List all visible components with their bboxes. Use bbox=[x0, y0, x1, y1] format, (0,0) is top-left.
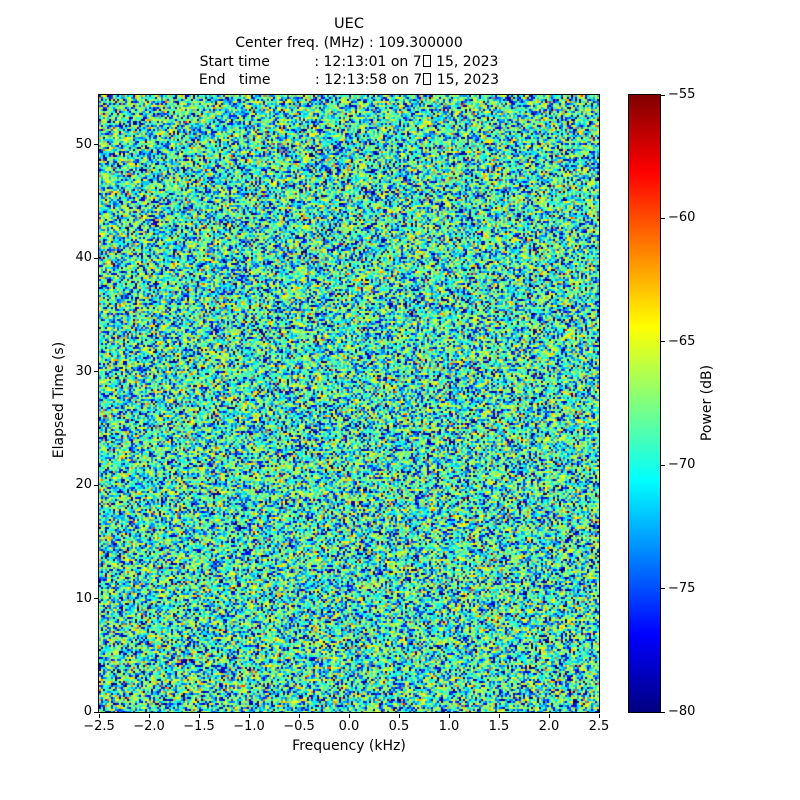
y-tick-mark bbox=[94, 711, 98, 713]
y-tick-label: 40 bbox=[75, 250, 92, 266]
x-tick-label: 2.0 bbox=[538, 719, 560, 734]
x-tick-label: −2.5 bbox=[83, 719, 115, 734]
y-tick-label: 30 bbox=[75, 363, 92, 379]
x-tick-mark bbox=[548, 714, 550, 718]
chart-header: UEC Center freq. (MHz) : 109.300000 Star… bbox=[99, 14, 599, 90]
colorbar-tick-label: −65 bbox=[668, 333, 696, 349]
x-tick-mark bbox=[598, 714, 600, 718]
x-tick-label: 1.5 bbox=[488, 719, 510, 734]
x-tick-label: 1.0 bbox=[438, 719, 460, 734]
y-tick-mark bbox=[94, 598, 98, 600]
y-tick-mark bbox=[94, 371, 98, 373]
y-tick-label: 20 bbox=[75, 477, 92, 493]
y-tick-label: 10 bbox=[75, 590, 92, 606]
colorbar bbox=[628, 94, 661, 713]
x-tick-label: 2.5 bbox=[588, 719, 610, 734]
start-time-line: Start time : 12:13:01 on 7 15, 2023 bbox=[199, 53, 499, 70]
colorbar-label: Power (dB) bbox=[699, 364, 715, 442]
y-tick-mark bbox=[94, 257, 98, 259]
x-tick-label: −1.5 bbox=[183, 719, 215, 734]
colorbar-tick-label: −60 bbox=[668, 210, 696, 226]
y-tick-label: 0 bbox=[83, 704, 92, 719]
x-tick-label: −1.0 bbox=[233, 719, 265, 734]
x-tick-mark bbox=[248, 714, 250, 718]
x-tick-label: 0.0 bbox=[338, 719, 360, 734]
x-axis-label: Frequency (kHz) bbox=[292, 738, 406, 754]
y-tick-label: 50 bbox=[75, 136, 92, 152]
chart-title: UEC bbox=[334, 16, 364, 32]
x-tick-mark bbox=[198, 714, 200, 718]
missing-glyph-box bbox=[422, 54, 431, 67]
x-tick-mark bbox=[398, 714, 400, 718]
x-tick-label: −0.5 bbox=[283, 719, 315, 734]
colorbar-tick-mark bbox=[661, 711, 665, 713]
colorbar-tick-label: −55 bbox=[668, 87, 696, 102]
y-tick-mark bbox=[94, 144, 98, 146]
y-tick-mark bbox=[94, 484, 98, 486]
center-freq-line: Center freq. (MHz) : 109.300000 bbox=[235, 35, 463, 51]
colorbar-tick-mark bbox=[661, 94, 665, 96]
x-tick-mark bbox=[98, 714, 100, 718]
x-tick-mark bbox=[348, 714, 350, 718]
end-time-line: End time : 12:13:58 on 7 15, 2023 bbox=[198, 72, 500, 88]
colorbar-tick-mark bbox=[661, 588, 665, 590]
x-tick-mark bbox=[148, 714, 150, 718]
x-tick-mark bbox=[448, 714, 450, 718]
colorbar-tick-label: −70 bbox=[668, 457, 696, 473]
colorbar-tick-mark bbox=[661, 217, 665, 219]
colorbar-tick-label: −75 bbox=[668, 580, 696, 596]
missing-glyph-box bbox=[423, 73, 432, 85]
x-tick-label: −2.0 bbox=[133, 719, 165, 734]
x-tick-label: 0.5 bbox=[388, 719, 410, 734]
colorbar-tick-label: −80 bbox=[668, 704, 696, 719]
colorbar-tick-mark bbox=[661, 341, 665, 343]
colorbar-tick-mark bbox=[661, 464, 665, 466]
spectrogram-heatmap bbox=[98, 94, 600, 713]
x-tick-mark bbox=[298, 714, 300, 718]
x-tick-mark bbox=[498, 714, 500, 718]
y-axis-label: Elapsed Time (s) bbox=[51, 341, 67, 459]
